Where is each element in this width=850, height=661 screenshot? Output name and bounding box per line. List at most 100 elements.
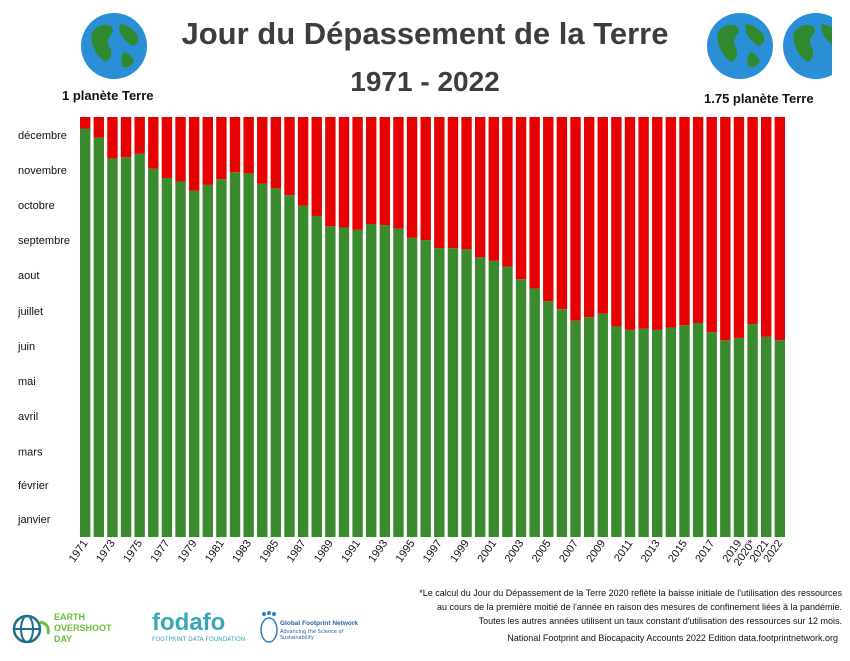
x-tick-label: 2001 — [475, 538, 499, 565]
x-tick-label: 1993 — [366, 538, 390, 565]
fodafo-name: fodafo — [152, 609, 226, 636]
bar-after-overshoot — [583, 117, 595, 318]
earth-overshoot-day-logo: EARTH OVERSHOOT DAY — [12, 612, 142, 648]
y-tick-label: janvier — [17, 514, 51, 526]
bar-after-overshoot — [229, 117, 241, 173]
bar-before-overshoot — [665, 327, 677, 537]
bar-before-overshoot — [406, 237, 418, 538]
bar-after-overshoot — [570, 117, 581, 321]
bar-after-overshoot — [120, 117, 132, 158]
x-tick-label: 1979 — [176, 538, 200, 565]
bar-after-overshoot — [706, 117, 717, 333]
earth-globe-icon — [707, 13, 773, 79]
bar-before-overshoot — [107, 158, 118, 537]
bar-before-overshoot — [243, 173, 254, 538]
bar-after-overshoot — [325, 117, 336, 227]
bar-before-overshoot — [257, 183, 268, 537]
bar-after-overshoot — [692, 117, 704, 323]
bar-after-overshoot — [447, 117, 459, 249]
bar-before-overshoot — [529, 288, 540, 537]
y-tick-label: octobre — [18, 200, 55, 212]
bar-after-overshoot — [297, 117, 309, 206]
y-tick-label: novembre — [18, 165, 67, 177]
x-tick-label: 1981 — [203, 538, 227, 565]
x-tick-label: 1983 — [230, 538, 254, 565]
x-tick-label: 2009 — [584, 538, 608, 565]
bar-before-overshoot — [543, 301, 554, 537]
bar-after-overshoot — [638, 117, 649, 329]
bar-after-overshoot — [161, 117, 173, 178]
y-tick-label: mai — [18, 376, 36, 388]
y-tick-label: juin — [17, 341, 35, 353]
left-planet-label: 1 planète Terre — [62, 88, 154, 103]
bar-after-overshoot — [747, 117, 758, 325]
bar-before-overshoot — [706, 332, 717, 537]
bar-after-overshoot — [80, 117, 91, 129]
global-footprint-network-logo: Global Footprint Network Advancing the S… — [258, 610, 368, 650]
bar-before-overshoot — [284, 195, 295, 537]
bar-after-overshoot — [188, 117, 200, 191]
logo-text: EARTH — [54, 612, 85, 622]
bar-after-overshoot — [543, 117, 554, 302]
earth-overshoot-day-icon — [12, 614, 50, 644]
chart-title: Jour du Dépassement de la Terre — [181, 16, 669, 51]
bar-after-overshoot — [624, 117, 636, 330]
bar-after-overshoot — [679, 117, 690, 326]
bar-before-overshoot — [229, 172, 241, 537]
bar-after-overshoot — [652, 117, 663, 330]
y-tick-label: mars — [18, 446, 43, 458]
bar-before-overshoot — [148, 168, 159, 537]
bar-before-overshoot — [325, 226, 336, 537]
bar-after-overshoot — [175, 117, 186, 182]
x-tick-label: 1977 — [149, 538, 173, 565]
gfn-name: Global Footprint Network — [280, 620, 358, 627]
bar-after-overshoot — [284, 117, 295, 196]
bar-before-overshoot — [515, 279, 527, 537]
bar-before-overshoot — [761, 336, 772, 537]
gfn-subtitle: Advancing the Science of Sustainability — [280, 629, 344, 641]
bar-after-overshoot — [597, 117, 608, 314]
y-tick-label: aout — [18, 270, 39, 282]
bar-before-overshoot — [175, 181, 186, 537]
right-planet-label: 1.75 planète Terre — [704, 91, 814, 106]
bar-after-overshoot — [257, 117, 268, 184]
bar-after-overshoot — [502, 117, 513, 267]
x-tick-label: 2003 — [503, 538, 527, 565]
bar-after-overshoot — [733, 117, 745, 338]
bar-after-overshoot — [420, 117, 431, 241]
earth-globe-icon — [81, 13, 147, 79]
bar-after-overshoot — [366, 117, 377, 225]
footnote-line: Toutes les autres années utilisent un ta… — [478, 616, 842, 626]
bar-after-overshoot — [202, 117, 213, 185]
bar-after-overshoot — [529, 117, 540, 289]
x-tick-label: 2013 — [639, 538, 663, 565]
logo-text: OVERSHOOT — [54, 623, 112, 633]
footnote: *Le calcul du Jour du Dépassement de la … — [300, 586, 842, 628]
bar-after-overshoot — [216, 117, 227, 180]
x-tick-label: 1989 — [312, 538, 336, 565]
bar-before-overshoot — [692, 322, 704, 537]
bar-before-overshoot — [420, 240, 431, 537]
x-tick-label: 1987 — [285, 538, 309, 565]
partial-earth-globe-icon — [783, 13, 832, 79]
chart-subtitle: 1971 - 2022 — [350, 66, 500, 97]
bar-after-overshoot — [515, 117, 527, 280]
bar-after-overshoot — [338, 117, 350, 228]
bar-before-overshoot — [338, 227, 350, 537]
bar-before-overshoot — [134, 153, 145, 538]
x-tick-label: 1971 — [67, 538, 91, 565]
bar-before-overshoot — [270, 188, 282, 537]
y-tick-label: septembre — [18, 235, 70, 247]
fodafo-logo: fodafo FOOTPRINT DATA FOUNDATION — [152, 610, 252, 650]
bar-after-overshoot — [352, 117, 363, 230]
x-tick-label: 2015 — [666, 538, 690, 565]
bar-after-overshoot — [243, 117, 254, 174]
x-tick-label: 2017 — [693, 538, 717, 565]
bar-before-overshoot — [434, 248, 445, 537]
bar-after-overshoot — [148, 117, 159, 169]
fodafo-subtitle: FOOTPRINT DATA FOUNDATION — [152, 636, 246, 643]
bar-after-overshoot — [665, 117, 677, 328]
y-tick-label: juillet — [17, 306, 43, 318]
bar-after-overshoot — [474, 117, 486, 258]
bar-after-overshoot — [461, 117, 472, 250]
